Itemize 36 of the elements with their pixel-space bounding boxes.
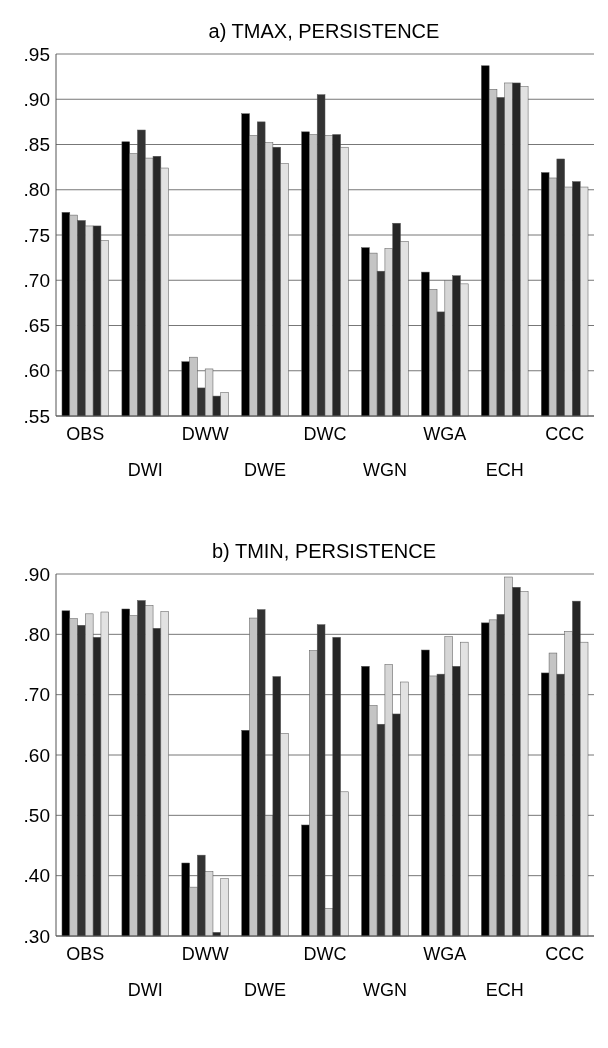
y-tick-label: .60 — [23, 744, 50, 766]
y-tick-label: .95 — [23, 43, 50, 65]
y-tick-label: .85 — [23, 134, 50, 156]
x-tick-label: DWI — [127, 980, 163, 1000]
y-tick-label: .80 — [23, 623, 50, 645]
x-tick-label: DWC — [303, 424, 347, 444]
chart-title: b) TMIN, PERSISTENCE — [211, 540, 437, 562]
x-tick-label: ECH — [485, 460, 524, 480]
x-tick-label: OBS — [66, 944, 105, 964]
x-tick-label: WGN — [362, 980, 407, 1000]
y-tick-label: .90 — [23, 88, 50, 110]
y-tick-label: .70 — [23, 684, 50, 706]
x-tick-label: OBS — [66, 424, 105, 444]
y-tick-label: .65 — [23, 315, 50, 337]
y-tick-label: .30 — [23, 925, 50, 947]
x-tick-label: DWI — [127, 460, 163, 480]
x-tick-label: ECH — [485, 980, 524, 1000]
x-tick-label: DWE — [244, 460, 287, 480]
x-tick-label: WGA — [423, 944, 467, 964]
y-tick-label: .90 — [23, 563, 50, 585]
x-tick-label: CCC — [545, 424, 585, 444]
x-tick-label: WGA — [423, 424, 467, 444]
y-tick-label: .70 — [23, 269, 50, 291]
y-tick-label: .55 — [23, 405, 50, 427]
chart-title: a) TMAX, PERSISTENCE — [208, 20, 440, 42]
x-tick-label: DWW — [181, 424, 229, 444]
x-tick-label: CCC — [545, 944, 585, 964]
y-tick-label: .75 — [23, 224, 50, 246]
y-tick-label: .40 — [23, 865, 50, 887]
x-tick-label: WGN — [362, 460, 407, 480]
x-tick-label: DWC — [303, 944, 347, 964]
y-tick-label: .60 — [23, 360, 50, 382]
y-tick-label: .80 — [23, 179, 50, 201]
y-tick-label: .50 — [23, 804, 50, 826]
x-tick-label: DWW — [181, 944, 229, 964]
x-tick-label: DWE — [244, 980, 287, 1000]
